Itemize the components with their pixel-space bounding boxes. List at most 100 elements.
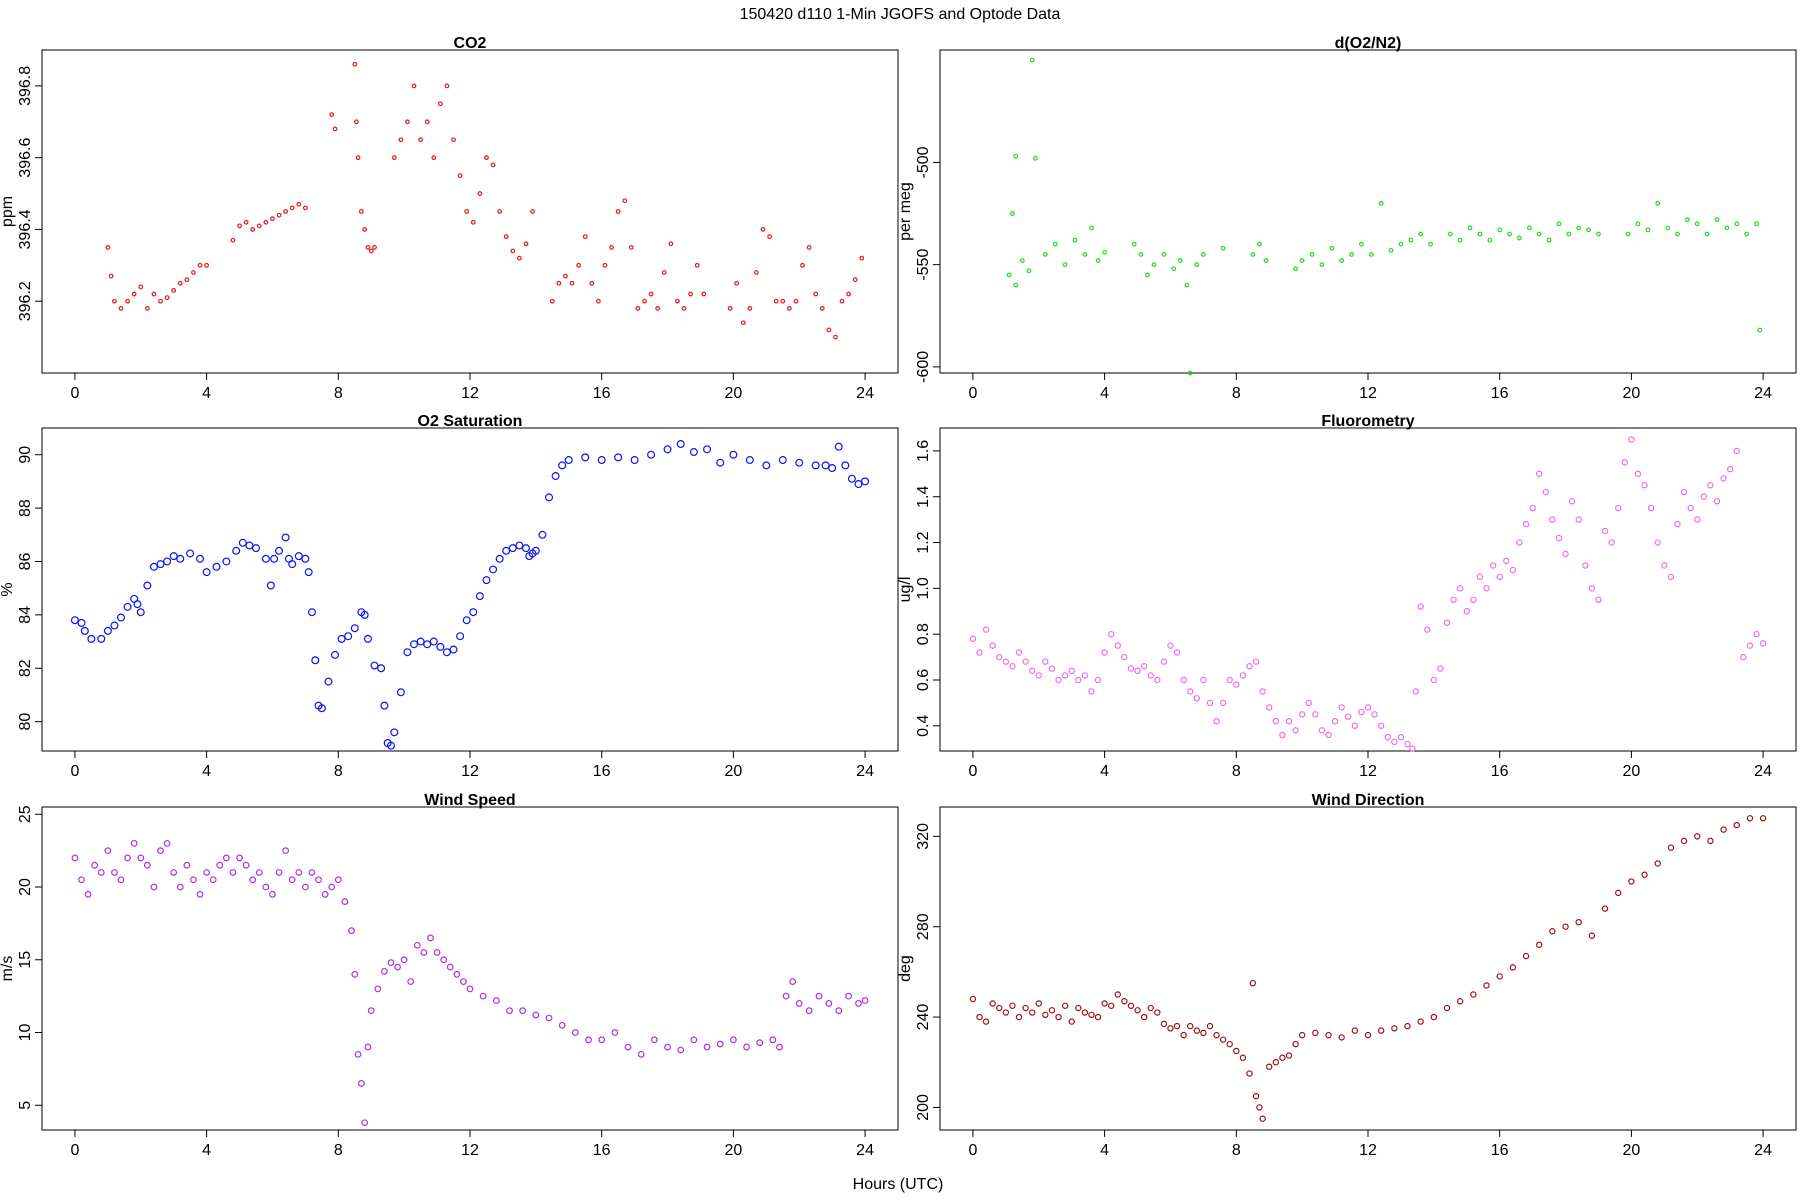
data-point bbox=[249, 876, 257, 884]
data-point bbox=[105, 244, 111, 250]
y-axis-label: % bbox=[0, 582, 16, 596]
data-point bbox=[451, 137, 456, 143]
chart-panel-5: Wind Speed 0 4 8 12 16 20 24 5 10 15 20 25 m/s bbox=[0, 792, 899, 1159]
data-point bbox=[124, 854, 131, 862]
data-point bbox=[1621, 459, 1629, 466]
data-point bbox=[216, 861, 224, 869]
data-point bbox=[331, 650, 340, 659]
data-point bbox=[1325, 1031, 1332, 1039]
data-point bbox=[510, 248, 516, 254]
data-point bbox=[1667, 573, 1675, 581]
data-point bbox=[131, 291, 137, 297]
data-point bbox=[545, 1014, 553, 1022]
data-point bbox=[1647, 504, 1655, 512]
data-point bbox=[826, 327, 832, 333]
data-point bbox=[427, 934, 434, 942]
data-point bbox=[163, 839, 171, 847]
data-point bbox=[789, 978, 797, 985]
data-point bbox=[1022, 1004, 1029, 1012]
data-point bbox=[1107, 630, 1115, 638]
data-point bbox=[1576, 225, 1582, 231]
data-point bbox=[344, 632, 353, 641]
data-point bbox=[418, 137, 424, 143]
data-point bbox=[1068, 667, 1075, 675]
data-point bbox=[1759, 640, 1767, 647]
data-point bbox=[1233, 1047, 1240, 1055]
data-point bbox=[1345, 713, 1352, 720]
data-point bbox=[1628, 436, 1635, 443]
data-point bbox=[793, 298, 799, 304]
data-point bbox=[84, 890, 92, 898]
data-point bbox=[1193, 695, 1201, 702]
data-point bbox=[130, 839, 138, 847]
x-tick-label: 4 bbox=[1100, 763, 1109, 780]
chart-title: d(O2/N2) bbox=[1335, 35, 1402, 52]
data-point bbox=[1305, 699, 1312, 707]
data-point bbox=[1022, 658, 1029, 665]
data-point bbox=[1028, 1009, 1036, 1016]
data-point bbox=[800, 262, 805, 268]
data-point bbox=[1266, 1063, 1273, 1070]
x-tick-label: 0 bbox=[968, 1142, 977, 1159]
data-point bbox=[677, 1046, 685, 1054]
data-point bbox=[1035, 1000, 1042, 1007]
data-point bbox=[1661, 562, 1668, 569]
data-point bbox=[91, 861, 99, 869]
y-tick-label: -500 bbox=[915, 146, 932, 178]
data-point bbox=[531, 546, 540, 555]
data-point bbox=[813, 291, 819, 297]
data-point bbox=[571, 1029, 579, 1036]
data-point bbox=[367, 1007, 375, 1015]
data-point bbox=[1154, 676, 1161, 684]
data-point bbox=[270, 554, 279, 563]
data-point bbox=[232, 546, 241, 555]
chart-title: Fluorometry bbox=[1321, 413, 1414, 430]
data-point bbox=[795, 1000, 803, 1007]
chart-title: Wind Speed bbox=[424, 792, 515, 809]
data-point bbox=[1187, 688, 1194, 695]
data-point bbox=[647, 450, 656, 459]
data-point bbox=[1145, 272, 1150, 278]
data-point bbox=[437, 101, 443, 107]
data-point bbox=[1298, 1031, 1306, 1039]
data-point bbox=[1463, 608, 1470, 615]
data-point bbox=[1526, 225, 1532, 231]
data-point bbox=[341, 898, 349, 905]
data-point bbox=[1160, 1020, 1168, 1028]
y-tick-label: 1.4 bbox=[915, 486, 932, 508]
x-tick-label: 20 bbox=[724, 1142, 742, 1159]
data-point bbox=[460, 978, 467, 985]
data-point bbox=[1293, 266, 1298, 272]
data-point bbox=[449, 645, 458, 654]
x-tick-label: 12 bbox=[461, 385, 479, 402]
data-point bbox=[1733, 821, 1740, 829]
data-point bbox=[374, 985, 382, 993]
data-point bbox=[143, 861, 151, 869]
data-point bbox=[1740, 653, 1747, 661]
data-point bbox=[846, 291, 852, 297]
data-point bbox=[506, 1007, 513, 1015]
data-point bbox=[354, 119, 359, 125]
data-point bbox=[1542, 488, 1549, 496]
data-point bbox=[1180, 676, 1187, 684]
data-point bbox=[1568, 498, 1576, 505]
data-point bbox=[1615, 504, 1622, 512]
data-point bbox=[630, 456, 639, 465]
data-point bbox=[1746, 815, 1754, 822]
data-point bbox=[1318, 727, 1326, 734]
y-tick-label: 396.4 bbox=[17, 209, 34, 249]
data-point bbox=[1256, 1104, 1263, 1111]
data-point bbox=[1674, 521, 1681, 528]
data-point bbox=[170, 869, 178, 876]
data-point bbox=[1171, 266, 1177, 272]
data-point bbox=[97, 634, 106, 643]
data-point bbox=[350, 624, 359, 633]
data-point bbox=[1522, 521, 1530, 528]
data-point bbox=[861, 997, 869, 1004]
data-point bbox=[391, 155, 397, 161]
data-point bbox=[1002, 1009, 1010, 1016]
data-point bbox=[1102, 249, 1108, 255]
data-point bbox=[1601, 905, 1609, 912]
data-point bbox=[1349, 252, 1354, 257]
data-point bbox=[1641, 871, 1648, 878]
